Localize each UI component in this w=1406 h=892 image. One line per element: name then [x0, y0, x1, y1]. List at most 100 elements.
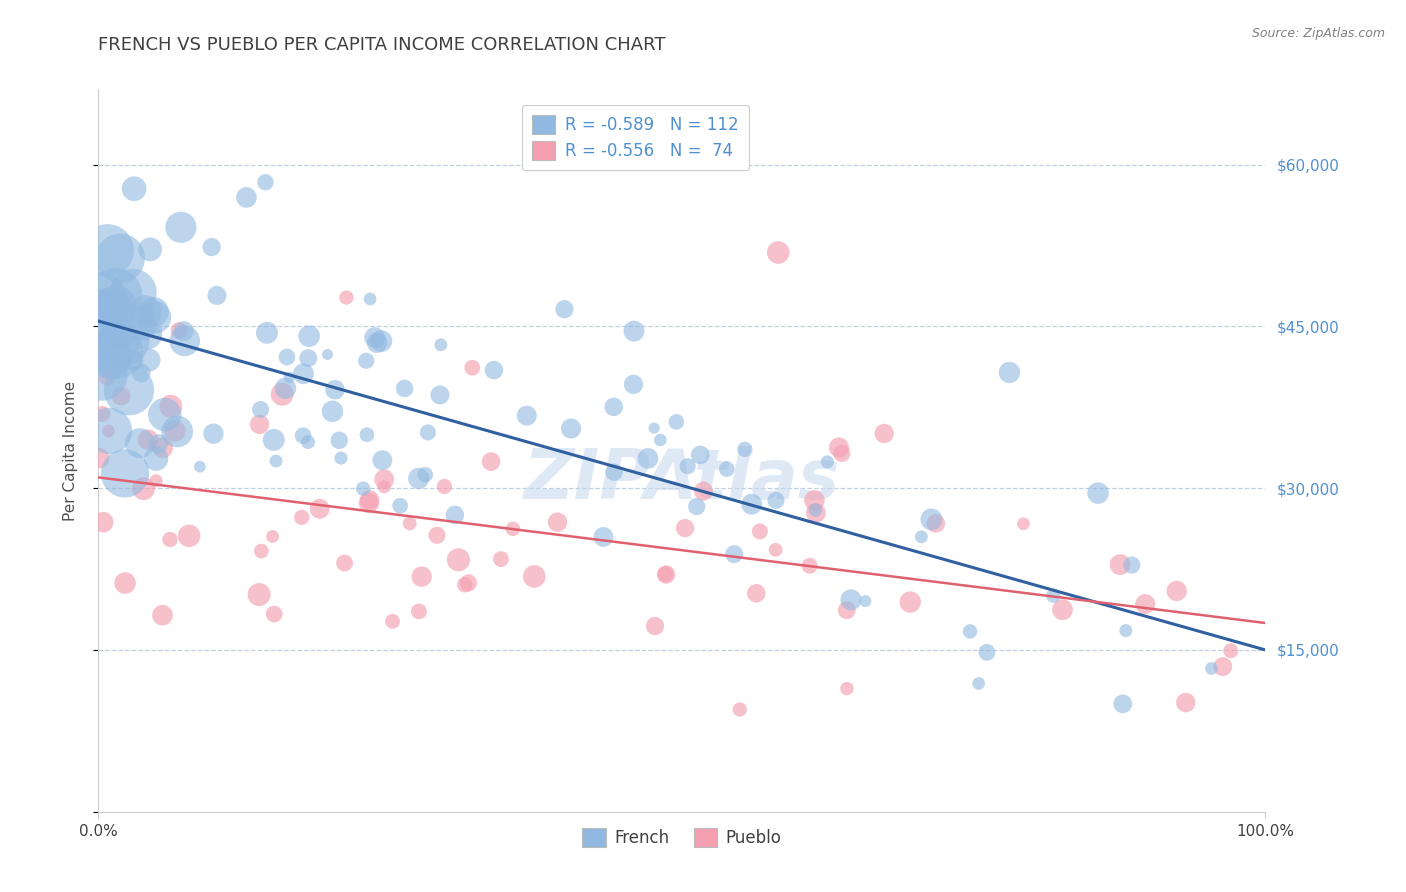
Point — [170, 220, 193, 235]
Point — [122, 285, 145, 300]
Point — [114, 576, 136, 591]
Point — [139, 243, 162, 257]
Point — [408, 604, 430, 618]
Point — [118, 383, 141, 397]
Point — [134, 304, 156, 318]
Legend: French, Pueblo: French, Pueblo — [575, 822, 789, 854]
Point — [163, 424, 186, 438]
Point — [96, 244, 118, 258]
Point — [1052, 603, 1074, 617]
Point — [479, 454, 502, 468]
Point — [98, 349, 121, 363]
Point — [136, 327, 159, 342]
Point — [603, 400, 626, 414]
Point — [173, 324, 195, 338]
Point — [89, 451, 111, 466]
Point — [108, 326, 131, 340]
Point — [623, 324, 645, 338]
Point — [114, 467, 136, 481]
Point — [173, 334, 195, 348]
Point — [359, 492, 381, 507]
Text: ZIPAtlas: ZIPAtlas — [524, 446, 839, 513]
Point — [998, 366, 1021, 380]
Point — [1115, 624, 1137, 638]
Point — [447, 553, 470, 567]
Point — [179, 529, 201, 543]
Point — [426, 528, 449, 542]
Point — [1112, 697, 1135, 711]
Point — [321, 404, 343, 418]
Point — [1109, 558, 1132, 572]
Point — [723, 547, 745, 561]
Point — [160, 399, 183, 413]
Point — [853, 594, 876, 608]
Point — [142, 305, 165, 319]
Point — [828, 441, 851, 455]
Point — [366, 335, 388, 350]
Point — [371, 453, 394, 467]
Point — [262, 529, 284, 543]
Point — [1166, 583, 1188, 598]
Point — [188, 459, 211, 474]
Point — [592, 530, 614, 544]
Point — [454, 578, 477, 592]
Point — [804, 506, 827, 520]
Point — [132, 482, 155, 496]
Point — [274, 381, 297, 395]
Point — [271, 387, 294, 401]
Point — [925, 516, 948, 531]
Point — [153, 408, 176, 422]
Point — [328, 434, 350, 448]
Point — [356, 427, 378, 442]
Point — [134, 308, 156, 322]
Text: Source: ZipAtlas.com: Source: ZipAtlas.com — [1251, 27, 1385, 40]
Point — [297, 351, 319, 365]
Point — [603, 465, 626, 479]
Point — [655, 567, 678, 582]
Point — [444, 508, 467, 522]
Point — [398, 516, 420, 531]
Text: FRENCH VS PUEBLO PER CAPITA INCOME CORRELATION CHART: FRENCH VS PUEBLO PER CAPITA INCOME CORRE… — [98, 36, 666, 54]
Point — [665, 415, 688, 429]
Point — [457, 575, 479, 590]
Point — [803, 493, 825, 508]
Point — [1212, 659, 1234, 673]
Point — [145, 474, 167, 488]
Point — [408, 471, 430, 485]
Point — [873, 426, 896, 441]
Point — [413, 467, 436, 482]
Point — [839, 593, 862, 607]
Point — [489, 552, 512, 566]
Point — [352, 482, 374, 496]
Point — [91, 515, 114, 529]
Y-axis label: Per Capita Income: Per Capita Income — [63, 380, 77, 521]
Point — [201, 240, 224, 254]
Point — [308, 501, 330, 516]
Point — [654, 567, 676, 582]
Point — [959, 624, 981, 639]
Point — [673, 521, 696, 535]
Point — [316, 347, 339, 361]
Point — [815, 455, 838, 469]
Point — [254, 175, 277, 189]
Point — [370, 334, 392, 348]
Point — [167, 323, 190, 337]
Point — [523, 569, 546, 583]
Point — [373, 480, 395, 494]
Point — [129, 366, 152, 380]
Point — [105, 345, 128, 359]
Point — [136, 433, 159, 447]
Point — [298, 329, 321, 343]
Point — [263, 607, 285, 621]
Point — [291, 510, 314, 524]
Point — [768, 245, 790, 260]
Point — [292, 428, 315, 442]
Point — [96, 303, 118, 318]
Point — [138, 353, 160, 368]
Point — [104, 300, 127, 314]
Point — [98, 424, 121, 438]
Point — [910, 530, 932, 544]
Point — [502, 522, 524, 536]
Point — [249, 402, 271, 417]
Point — [278, 370, 301, 384]
